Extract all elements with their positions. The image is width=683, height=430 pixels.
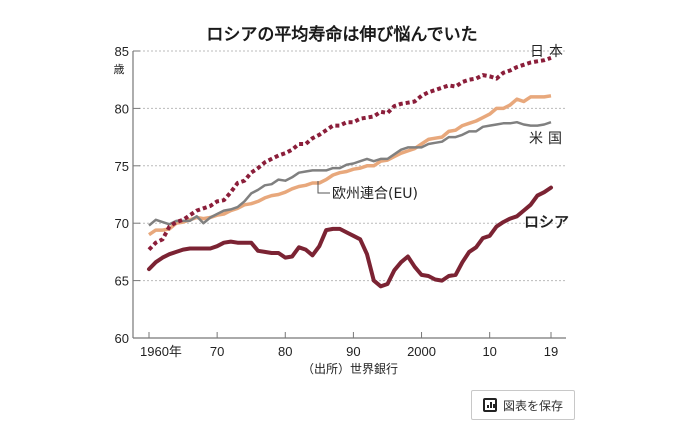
eu-callout-line [317, 181, 330, 194]
series-line-usa [148, 120, 552, 227]
x-tick-label: 2000 [407, 344, 436, 359]
y-tick-label: 65 [115, 274, 129, 289]
label-usa: 米国 [529, 131, 567, 147]
bar-chart-icon [482, 398, 497, 412]
y-tick-label: 70 [115, 216, 129, 231]
series-lines [147, 56, 553, 289]
save-chart-button[interactable]: 図表を保存 [471, 390, 575, 420]
y-tick-label: 75 [115, 159, 129, 174]
y-tick-label: 80 [115, 101, 129, 116]
x-tick-label: 70 [210, 344, 224, 359]
label-japan: 日本 [530, 44, 568, 60]
source-note: （出所）世界銀行 [302, 362, 398, 376]
gridlines [139, 50, 566, 282]
x-tick-label: 80 [278, 344, 292, 359]
y-axis-ticks: 60 65 70 75 80 85 [115, 44, 140, 346]
line-chart: ロシアの平均寿命は伸び悩んでいた 60 65 70 75 80 85 1960年 70 80 9… [114, 24, 570, 376]
x-tick-label: 90 [346, 344, 360, 359]
series-line-japan [147, 56, 552, 252]
y-tick-label: 85 [115, 44, 129, 59]
axes [132, 51, 566, 339]
x-tick-label: 1960年 [140, 344, 182, 359]
chart-title: ロシアの平均寿命は伸び悩んでいた [206, 24, 477, 45]
x-axis-ticks: 1960年 70 80 90 2000 10 19 [140, 332, 558, 359]
y-axis-unit: 歳 [114, 63, 125, 76]
series-line-russia [147, 185, 553, 289]
x-tick-label: 19 [544, 344, 558, 359]
label-eu: 欧州連合(EU) [332, 186, 418, 202]
y-tick-label: 60 [115, 331, 129, 346]
save-chart-label: 図表を保存 [502, 398, 563, 413]
label-russia: ロシア [524, 213, 569, 231]
x-tick-label: 10 [482, 344, 496, 359]
